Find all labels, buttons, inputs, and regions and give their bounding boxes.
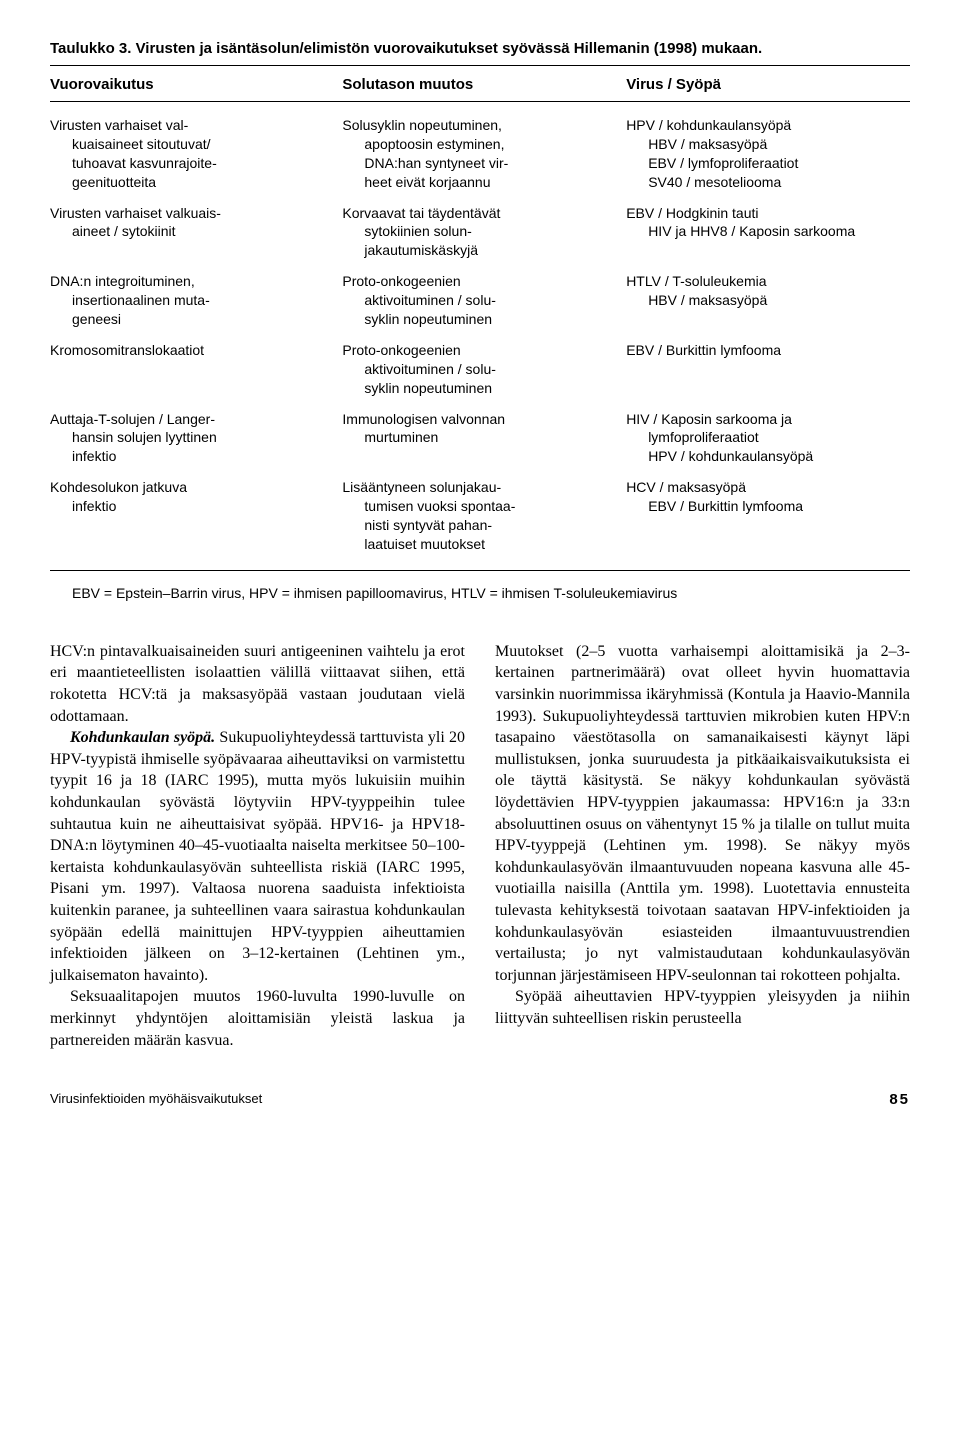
table-header-col3: Virus / Syöpä — [626, 76, 910, 93]
left-column: HCV:n pintavalkuaisaineiden suuri antige… — [50, 641, 465, 1051]
table-footnote: EBV = Epstein–Barrin virus, HPV = ihmise… — [72, 585, 910, 601]
body-paragraph: HCV:n pintavalkuaisaineiden suuri antige… — [50, 641, 465, 727]
table-cell-text: EBV / Burkittin lymfooma — [626, 341, 910, 360]
table-cell: HIV / Kaposin sarkooma jalymfoproliferaa… — [626, 410, 910, 467]
right-column: Muutokset (2–5 vuotta varhaisempi aloitt… — [495, 641, 910, 1051]
table-cell: DNA:n integroituminen,insertionaalinen m… — [50, 272, 342, 329]
body-columns: HCV:n pintavalkuaisaineiden suuri antige… — [50, 641, 910, 1051]
table-row: Kromosomitranslokaatiot Proto-onkogeenien… — [50, 335, 910, 404]
table-cell: Korvaavat tai täydentävätsytokiinien sol… — [342, 204, 626, 261]
table-cell-text: HIV / Kaposin sarkooma jalymfoproliferaa… — [626, 410, 910, 467]
table-cell: Immunologisen valvonnanmurtuminen — [342, 410, 626, 467]
table-header-col1: Vuorovaikutus — [50, 76, 342, 93]
table-cell-text: Virusten varhaiset val-kuaisaineet sitou… — [50, 116, 332, 192]
body-text: Sukupuoliyhteydessä tarttuvista yli 20 H… — [50, 729, 465, 984]
table-3: Vuorovaikutus Solutason muutos Virus / S… — [50, 65, 910, 571]
table-cell-text: EBV / Hodgkinin tautiHIV ja HHV8 / Kapos… — [626, 204, 910, 242]
table-cell-text: Virusten varhaiset valkuais-aineet / syt… — [50, 204, 332, 242]
table-cell-text: Proto-onkogeenienaktivoituminen / solu-s… — [342, 341, 616, 398]
table-row: Virusten varhaiset val-kuaisaineet sitou… — [50, 110, 910, 198]
table-cell-text: DNA:n integroituminen,insertionaalinen m… — [50, 272, 332, 329]
table-cell-text: HCV / maksasyöpäEBV / Burkittin lymfooma — [626, 478, 910, 516]
table-cell-text: Korvaavat tai täydentävätsytokiinien sol… — [342, 204, 616, 261]
table-cell: Virusten varhaiset valkuais-aineet / syt… — [50, 204, 342, 261]
body-paragraph: Kohdunkaulan syöpä. Sukupuoliyhteydessä … — [50, 727, 465, 986]
table-cell: Kohdesolukon jatkuvainfektio — [50, 478, 342, 554]
body-paragraph: Syöpää aiheuttavien HPV-tyyppien yleisyy… — [495, 986, 910, 1029]
table-row: Virusten varhaiset valkuais-aineet / syt… — [50, 198, 910, 267]
running-footer: Virusinfektioiden myöhäisvaikutukset — [50, 1091, 262, 1108]
table-cell: Lisääntyneen solunjakau-tumisen vuoksi s… — [342, 478, 626, 554]
table-caption: Taulukko 3. Virusten ja isäntäsolun/elim… — [50, 40, 910, 57]
table-cell: Auttaja-T-solujen / Langer-hansin soluje… — [50, 410, 342, 467]
table-cell-text: Kohdesolukon jatkuvainfektio — [50, 478, 332, 516]
table-row: Kohdesolukon jatkuvainfektio Lisääntyneen… — [50, 472, 910, 560]
table-cell: HTLV / T-soluleukemiaHBV / maksasyöpä — [626, 272, 910, 329]
table-cell: EBV / Hodgkinin tautiHIV ja HHV8 / Kapos… — [626, 204, 910, 261]
table-cell: HPV / kohdunkaulansyöpäHBV / maksasyöpäE… — [626, 116, 910, 192]
page-number: 85 — [889, 1091, 910, 1108]
table-cell: Kromosomitranslokaatiot — [50, 341, 342, 398]
table-cell-text: Auttaja-T-solujen / Langer-hansin soluje… — [50, 410, 332, 467]
table-cell-text: Kromosomitranslokaatiot — [50, 341, 332, 360]
table-cell-text: Proto-onkogeenienaktivoituminen / solu-s… — [342, 272, 616, 329]
table-cell-text: HTLV / T-soluleukemiaHBV / maksasyöpä — [626, 272, 910, 310]
table-body: Virusten varhaiset val-kuaisaineet sitou… — [50, 102, 910, 570]
table-header-row: Vuorovaikutus Solutason muutos Virus / S… — [50, 66, 910, 102]
table-cell: EBV / Burkittin lymfooma — [626, 341, 910, 398]
table-cell-text: Solusyklin nopeutuminen,apoptoosin estym… — [342, 116, 616, 192]
table-cell: Proto-onkogeenienaktivoituminen / solu-s… — [342, 341, 626, 398]
table-cell-text: Lisääntyneen solunjakau-tumisen vuoksi s… — [342, 478, 616, 554]
table-header-col2: Solutason muutos — [342, 76, 626, 93]
section-lead: Kohdunkaulan syöpä. — [70, 729, 215, 746]
table-cell-text: Immunologisen valvonnanmurtuminen — [342, 410, 616, 448]
page-footer: Virusinfektioiden myöhäisvaikutukset 85 — [50, 1091, 910, 1108]
table-cell: Proto-onkogeenienaktivoituminen / solu-s… — [342, 272, 626, 329]
table-cell-text: HPV / kohdunkaulansyöpäHBV / maksasyöpäE… — [626, 116, 910, 192]
body-paragraph: Seksuaalitapojen muutos 1960-luvulta 199… — [50, 986, 465, 1051]
table-cell: HCV / maksasyöpäEBV / Burkittin lymfooma — [626, 478, 910, 554]
table-cell: Solusyklin nopeutuminen,apoptoosin estym… — [342, 116, 626, 192]
table-row: DNA:n integroituminen,insertionaalinen m… — [50, 266, 910, 335]
body-paragraph: Muutokset (2–5 vuotta varhaisempi aloitt… — [495, 641, 910, 987]
table-cell: Virusten varhaiset val-kuaisaineet sitou… — [50, 116, 342, 192]
table-row: Auttaja-T-solujen / Langer-hansin soluje… — [50, 404, 910, 473]
